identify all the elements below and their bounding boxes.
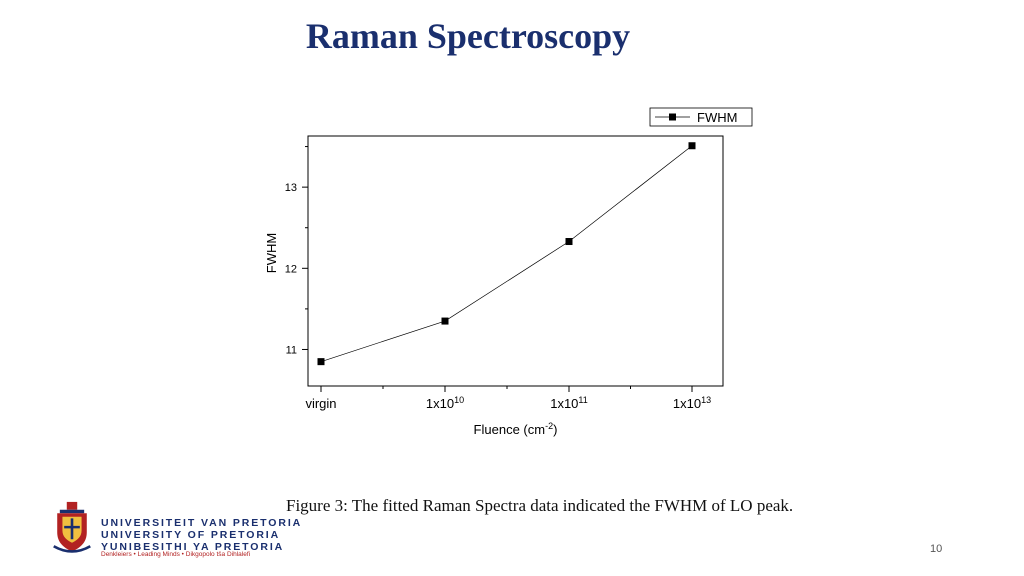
data-point — [317, 358, 325, 366]
x-tick-label: 1x1013 — [673, 395, 711, 411]
plot-frame — [307, 135, 724, 387]
series-line-fwhm — [320, 145, 693, 362]
logo-line-sepedi: YUNIBESITHI YA PRETORIA — [101, 541, 285, 553]
data-point — [565, 238, 573, 246]
x-tick-label: virgin — [305, 396, 336, 411]
page-number: 10 — [930, 543, 943, 555]
crest-icon — [53, 501, 91, 553]
data-point — [688, 142, 696, 150]
y-tick-label: 12 — [285, 263, 297, 275]
legend-marker — [669, 113, 676, 121]
x-tick-label: 1x1010 — [426, 395, 464, 411]
y-axis-title: FWHM — [264, 233, 279, 273]
figure-caption: Figure 3: The fitted Raman Spectra data … — [286, 496, 794, 515]
logo-line-afrikaans: UNIVERSITEIT VAN PRETORIA — [101, 517, 303, 529]
legend-box — [649, 107, 753, 127]
legend: FWHM — [649, 107, 753, 127]
data-point — [441, 317, 449, 325]
y-tick-label: 13 — [285, 182, 297, 194]
x-tick-label: 1x1011 — [550, 395, 588, 411]
logo-tagline: Denkleiers • Leading Minds • Dikgopolo t… — [101, 551, 251, 558]
slide-title: Raman Spectroscopy — [305, 16, 631, 56]
x-axis-title: Fluence (cm-2) — [474, 421, 558, 437]
logo-line-english: UNIVERSITY OF PRETORIA — [101, 529, 281, 541]
y-tick-label: 11 — [286, 344, 297, 356]
legend-label: FWHM — [697, 110, 737, 125]
